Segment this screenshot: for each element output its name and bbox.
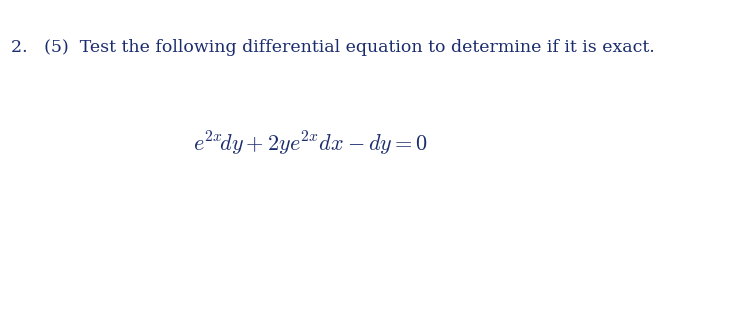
- Text: $e^{2x}\!dy + 2ye^{2x}dx - dy = 0$: $e^{2x}\!dy + 2ye^{2x}dx - dy = 0$: [193, 130, 428, 159]
- Text: 2.   (5)  Test the following differential equation to determine if it is exact.: 2. (5) Test the following differential e…: [11, 39, 655, 56]
